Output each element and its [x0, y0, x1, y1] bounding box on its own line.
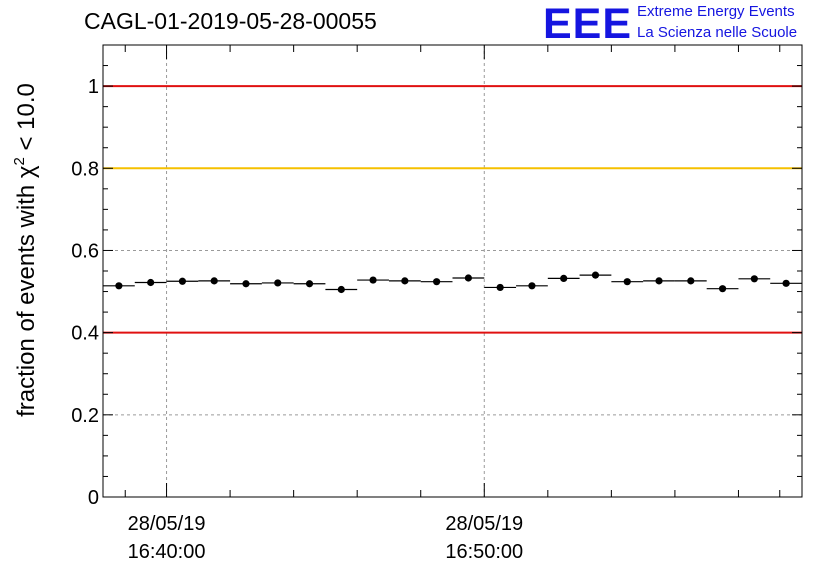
- y-axis-label-exponent: 2: [11, 157, 28, 165]
- y-axis-label: fraction of events with χ2 < 10.0: [11, 83, 40, 417]
- x-tick-date-label: 28/05/19: [128, 513, 206, 535]
- data-point: [782, 279, 790, 287]
- grid-layer: [103, 45, 802, 497]
- y-tick-label: 0: [88, 487, 99, 509]
- reference-lines: [103, 85, 802, 334]
- x-tick-time-label: 16:40:00: [128, 541, 206, 563]
- data-point: [496, 283, 504, 292]
- data-point: [210, 277, 218, 285]
- data-point: [274, 279, 282, 287]
- y-tick-label: 1: [88, 76, 99, 98]
- y-tick-label: 0.2: [71, 405, 99, 427]
- x-tick-time-label: 16:50:00: [445, 541, 523, 563]
- data-point: [115, 282, 123, 290]
- axis-ticks: 0 0.2 0.4 0.6 0.8 1 28/05/19 16:40:00 28/05/19 16…: [71, 45, 802, 563]
- data-points: [103, 271, 802, 294]
- y-tick-label: 0.6: [71, 240, 99, 262]
- data-point: [305, 280, 314, 288]
- data-point: [242, 280, 250, 288]
- data-point: [369, 276, 377, 284]
- y-axis-label-suffix: < 10.0: [13, 83, 40, 157]
- chart-title: CAGL-01-2019-05-28-00055: [84, 8, 377, 34]
- data-point: [655, 277, 663, 285]
- data-point: [718, 285, 727, 293]
- data-point: [591, 271, 600, 279]
- logo-subtitle-line1: Extreme Energy Events: [637, 3, 795, 20]
- y-axis-label-prefix: fraction of events with χ: [13, 165, 40, 417]
- y-tick-label: 0.8: [71, 158, 99, 180]
- data-point: [178, 277, 187, 285]
- data-point: [147, 278, 155, 287]
- data-point: [750, 275, 758, 283]
- data-point: [433, 278, 441, 286]
- data-point: [623, 278, 631, 286]
- data-point: [401, 277, 409, 285]
- data-point: [528, 282, 536, 290]
- y-tick-label: 0.4: [71, 323, 99, 345]
- data-point: [337, 285, 345, 294]
- data-point: [464, 274, 472, 282]
- plot-frame: [102, 44, 803, 498]
- logo-subtitle-line2: La Scienza nelle Scuole: [637, 24, 798, 41]
- data-point: [560, 274, 568, 282]
- data-point: [687, 277, 695, 285]
- x-tick-date-label: 28/05/19: [445, 513, 523, 535]
- eee-logo: EEE: [543, 0, 633, 48]
